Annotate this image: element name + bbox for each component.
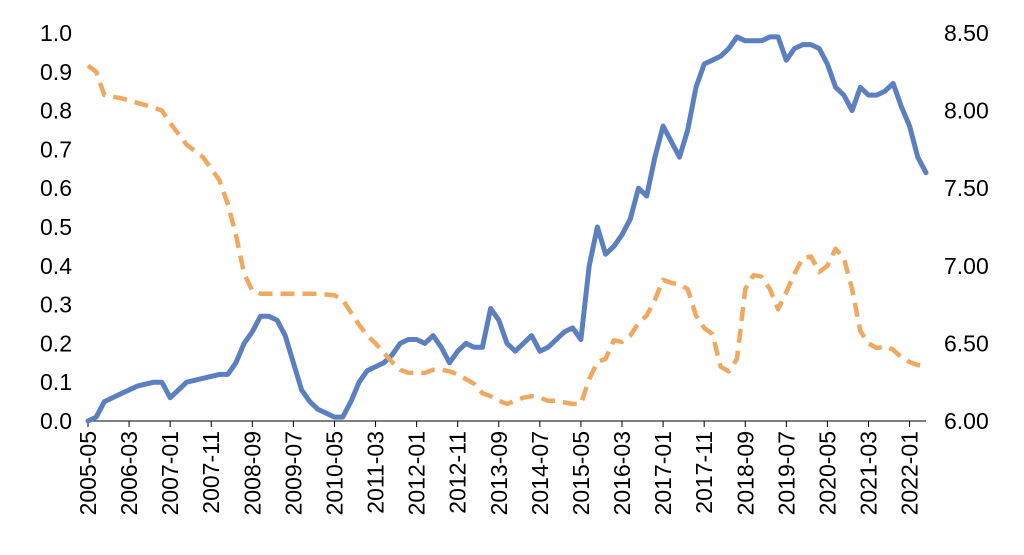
y-left-tick-label: 1.0 (40, 20, 72, 46)
x-tick-label: 2022-01 (897, 431, 923, 515)
x-tick-label: 2012-01 (404, 431, 430, 515)
y-left-tick-label: 0.8 (40, 98, 72, 124)
x-tick-label: 2017-01 (650, 431, 676, 515)
y-right-tick-label: 7.00 (944, 253, 989, 279)
y-left-tick-label: 0.6 (40, 175, 72, 201)
y-left-tick-label: 0.3 (40, 292, 72, 318)
series-layer (85, 34, 929, 424)
x-tick-label: 2019-07 (773, 431, 799, 515)
x-tick-label: 2007-01 (157, 431, 183, 515)
y-left-tick-label: 0.7 (40, 136, 72, 162)
x-tick-label: 2006-03 (116, 431, 142, 515)
y-left-tick-label: 0.2 (40, 330, 72, 356)
x-tick-label: 2007-11 (198, 431, 224, 514)
y-right-tick-label: 6.00 (944, 408, 989, 434)
y-left-tick-label: 0.4 (40, 253, 72, 279)
y-left-tick-label: 0.1 (40, 369, 72, 395)
x-tick-label: 2010-05 (321, 431, 347, 515)
series-line-right-axis (86, 63, 927, 407)
x-tick-label: 2018-09 (732, 431, 758, 515)
x-tick-label: 2020-05 (814, 431, 840, 515)
x-tick-label: 2017-11 (691, 431, 717, 514)
x-tick-label: 2014-07 (527, 431, 553, 515)
x-tick-label: 2015-05 (568, 431, 594, 515)
y-right-tick-label: 6.50 (944, 330, 989, 356)
y-left-tick-label: 0.0 (40, 408, 72, 434)
series-line-left-axis (85, 34, 929, 424)
y-left-tick-label: 0.9 (40, 59, 72, 85)
x-tick-label: 2013-09 (486, 431, 512, 515)
x-tick-label: 2005-05 (75, 431, 101, 515)
x-tick-label: 2008-09 (239, 431, 265, 515)
x-tick-label: 2011-03 (363, 431, 389, 514)
tick-labels: 2005-05 2006-03 2007-01 2007-11 2008-09 2009-… (40, 20, 989, 515)
y-right-tick-label: 8.00 (944, 98, 989, 124)
x-tick-label: 2009-07 (280, 431, 306, 515)
x-tick-label: 2012-11 (445, 431, 471, 514)
x-tick-label: 2021-03 (855, 431, 881, 515)
y-right-tick-label: 8.50 (944, 20, 989, 46)
y-left-tick-label: 0.5 (40, 214, 72, 240)
axes (87, 420, 926, 427)
y-right-tick-label: 7.50 (944, 175, 989, 201)
x-tick-label: 2016-03 (609, 431, 635, 515)
